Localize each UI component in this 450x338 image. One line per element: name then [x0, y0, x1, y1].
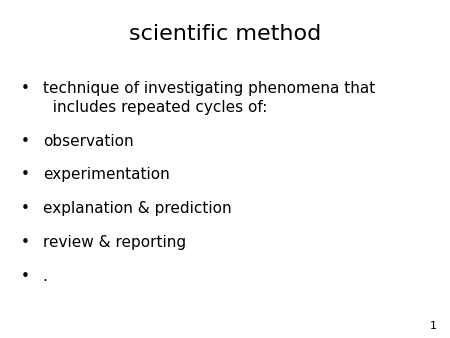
Text: •: •	[20, 235, 29, 250]
Text: review & reporting: review & reporting	[43, 235, 186, 250]
Text: 1: 1	[429, 321, 436, 331]
Text: •: •	[20, 167, 29, 182]
Text: •: •	[20, 81, 29, 96]
Text: •: •	[20, 269, 29, 284]
Text: scientific method: scientific method	[129, 24, 321, 44]
Text: explanation & prediction: explanation & prediction	[43, 201, 231, 216]
Text: observation: observation	[43, 134, 133, 148]
Text: •: •	[20, 134, 29, 148]
Text: .: .	[43, 269, 48, 284]
Text: technique of investigating phenomena that
  includes repeated cycles of:: technique of investigating phenomena tha…	[43, 81, 375, 115]
Text: •: •	[20, 201, 29, 216]
Text: experimentation: experimentation	[43, 167, 170, 182]
